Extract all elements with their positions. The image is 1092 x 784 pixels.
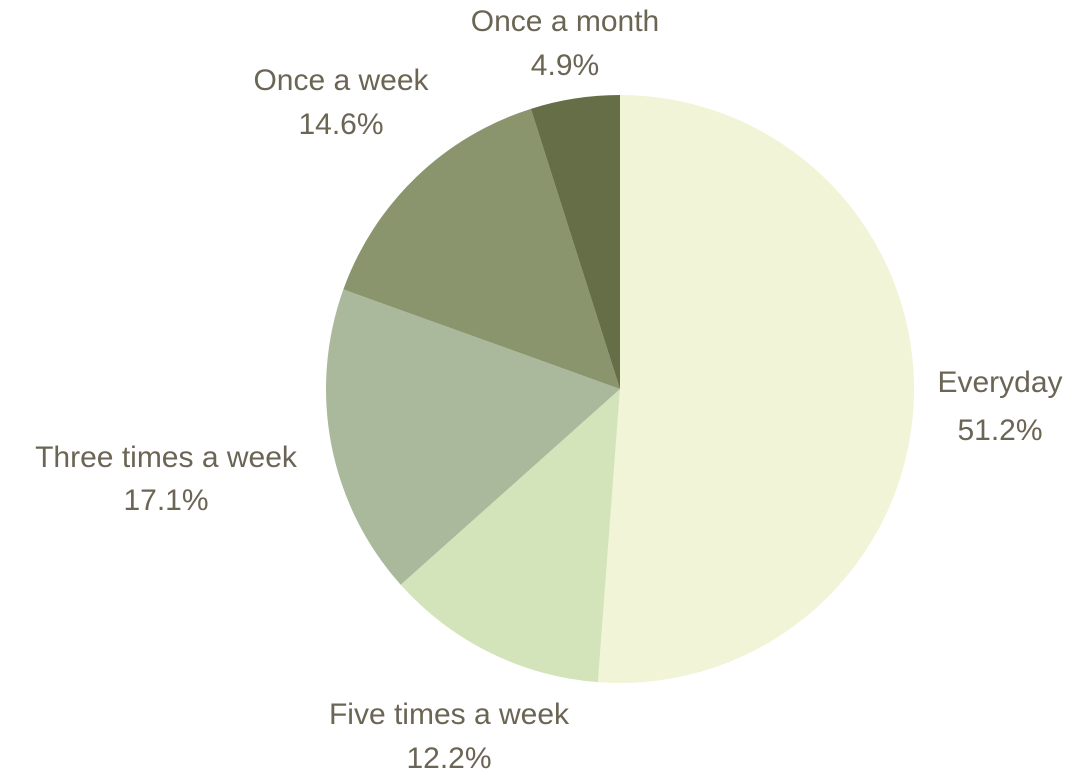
- pie-slice-everyday: [597, 94, 915, 683]
- slice-label-once-a-week: Once a week: [253, 64, 429, 97]
- pie-slice-once-a-month: [530, 95, 620, 389]
- slice-label-five-times-a-week: Five times a week: [329, 698, 570, 731]
- pie-slices: [325, 94, 915, 683]
- slice-value-everyday: 51.2%: [957, 414, 1042, 447]
- pie-slice-five-times-a-week: [400, 389, 620, 683]
- slice-value-five-times-a-week: 12.2%: [406, 742, 491, 775]
- slice-value-three-times-a-week: 17.1%: [123, 484, 208, 517]
- slice-label-once-a-month: Once a month: [471, 5, 659, 38]
- pie-slice-three-times-a-week: [325, 289, 620, 585]
- slice-label-three-times-a-week: Three times a week: [35, 441, 298, 474]
- pie-labels: Everyday 51.2% Five times a week 12.2% Three…: [35, 5, 1062, 775]
- slice-label-everyday: Everyday: [937, 366, 1062, 399]
- pie-slice-once-a-week: [343, 108, 620, 389]
- slice-value-once-a-month: 4.9%: [531, 49, 599, 82]
- slice-value-once-a-week: 14.6%: [298, 108, 383, 141]
